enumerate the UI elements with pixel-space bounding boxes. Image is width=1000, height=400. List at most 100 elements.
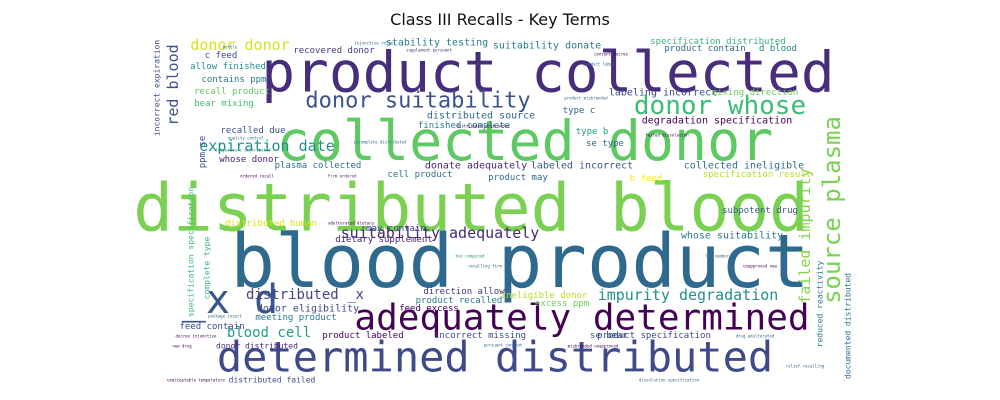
word-12: failed impurity	[796, 168, 814, 303]
word-24: c feed	[205, 51, 238, 61]
word-9: donor suitability	[305, 89, 530, 114]
word-6: source plasma	[818, 116, 846, 304]
word-96: new drug	[172, 344, 192, 349]
word-68: complete type	[203, 237, 212, 300]
word-1: distributed blood	[133, 170, 809, 247]
word-53: direction allow	[423, 287, 505, 297]
word-54: product recalled	[416, 296, 503, 306]
word-82: distributed misbranded	[457, 124, 511, 129]
word-0: blood product	[230, 219, 809, 305]
word-22: d blood	[759, 44, 797, 54]
word-87: recalling firm	[468, 264, 502, 269]
word-8: donor whose	[634, 91, 806, 121]
word-17: red blood	[164, 44, 182, 125]
word-13: distributed _x	[246, 287, 364, 303]
word-55: ineligible donor	[501, 291, 588, 301]
word-28: bear mixing	[194, 99, 254, 109]
word-25: allow finished	[190, 62, 266, 72]
word-38: finished complete	[418, 121, 510, 131]
word-47: subpotent drug	[722, 206, 798, 216]
word-93: dissolution specification	[639, 378, 700, 383]
word-86: box computed	[456, 254, 485, 259]
word-51: distributed human	[225, 219, 317, 229]
word-20: specification distributed	[650, 37, 785, 47]
word-37: distributed source	[427, 111, 535, 122]
word-94: relief recalling	[786, 364, 825, 369]
word-95: decree injunctive	[176, 334, 218, 339]
word-10: suitability adequately	[341, 224, 540, 242]
word-70: reduced reactivity	[816, 260, 825, 347]
word-73: supplement pursuant	[406, 48, 452, 53]
word-77: failed dissolution	[645, 133, 689, 138]
word-80: ordered recall	[240, 174, 274, 179]
word-3: collected donor	[277, 109, 774, 173]
word-66: incorrect expiration	[153, 40, 162, 137]
word-33: type b	[576, 127, 609, 137]
word-98: bottle	[223, 45, 238, 50]
word-91: misbranded unapproved	[568, 344, 619, 349]
word-31: degradation specification	[642, 116, 793, 127]
word-71: documented distributed	[844, 273, 853, 379]
word-72: injunctive relief	[355, 41, 397, 46]
word-14: impurity degradation	[598, 286, 779, 304]
word-59: incorrect missing	[434, 331, 526, 341]
word-61: product labeled	[322, 331, 403, 341]
word-88: unapproved new	[743, 264, 777, 269]
word-65: distributed failed	[229, 376, 316, 385]
word-62: product specification	[597, 331, 711, 341]
word-34: se type	[586, 139, 624, 149]
word-63: se bear	[590, 331, 629, 341]
word-81: firm ordered	[328, 174, 357, 179]
word-76: product misbranded	[564, 96, 608, 101]
word-85: lot number	[705, 254, 730, 259]
word-92: pursuant consent	[484, 343, 523, 348]
word-35: recalled due	[220, 126, 285, 136]
word-26: contains ppm	[201, 75, 266, 85]
word-23: recovered donor	[293, 46, 375, 56]
word-30: mixing direction	[712, 88, 799, 98]
word-79: temperature distributed	[215, 148, 271, 153]
word-58: meeting product	[255, 313, 336, 323]
word-60: feed contain	[179, 322, 244, 332]
word-5: adequately determined	[354, 298, 809, 339]
word-40: donate adequately	[425, 161, 527, 172]
word-27: recall product	[194, 87, 270, 97]
word-16: donor donor	[190, 36, 289, 54]
word-11: expiration date	[199, 137, 334, 155]
word-83: incomplete distributed	[354, 140, 408, 145]
chart-title: Class III Recalls - Key Terms	[390, 10, 610, 29]
word-29: labeling incorrect	[609, 88, 717, 99]
word-18: stability testing	[386, 38, 488, 49]
word-2: product collected	[261, 41, 834, 106]
word-32: type c	[563, 106, 596, 116]
word-45: b feed	[630, 174, 663, 184]
word-21: product contain	[664, 44, 745, 54]
word-42: collected ineligible	[684, 161, 804, 172]
word-89: package insert	[208, 314, 242, 319]
word-44: product may	[488, 173, 548, 183]
word-67: ppm se	[198, 136, 208, 169]
word-69: specification specification	[187, 187, 196, 317]
word-43: cell product	[387, 170, 452, 180]
word-78: quality control	[228, 136, 265, 141]
word-7: _x d	[182, 277, 278, 323]
word-57: feed excess	[399, 304, 459, 314]
word-36: whose donor	[219, 155, 279, 165]
word-39: plasma collected	[275, 161, 362, 171]
word-56: excess ppm	[535, 299, 589, 309]
word-75: product label	[583, 62, 615, 67]
word-15: blood cell	[227, 325, 311, 341]
word-41: labeled incorrect	[531, 161, 633, 172]
word-90: drug adulterated	[736, 334, 775, 339]
word-84: adulterated dietary	[328, 221, 374, 226]
word-19: suitability donate	[493, 41, 601, 52]
word-50: dietary supplement	[335, 235, 433, 245]
word-49: may contain	[366, 224, 426, 234]
word-52: donor eligibility	[257, 304, 359, 315]
word-46: specification result	[703, 170, 811, 180]
word-97: unacceptable temperature	[167, 378, 225, 383]
word-48: whose suitability	[681, 231, 783, 242]
word-4: determined distributed	[217, 333, 773, 382]
